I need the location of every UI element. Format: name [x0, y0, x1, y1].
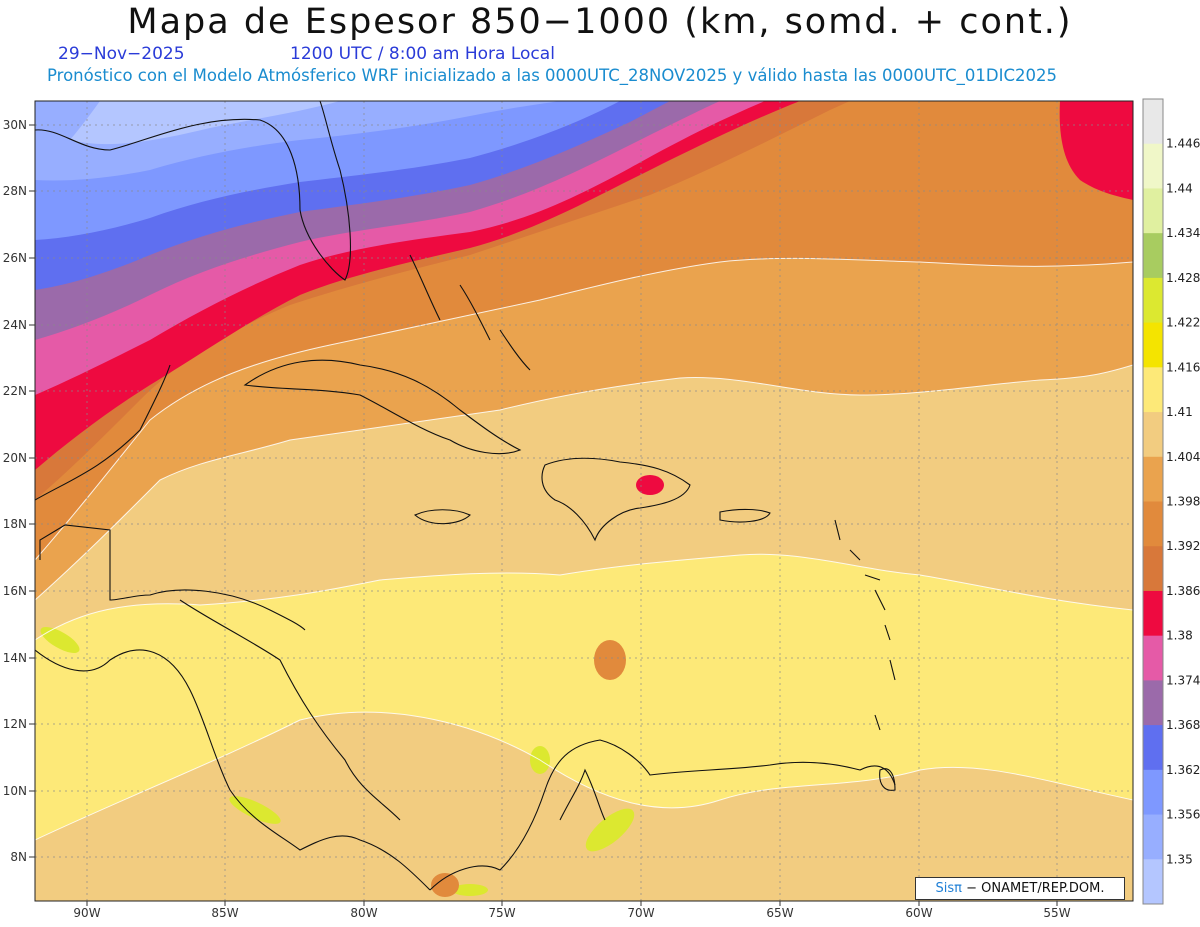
- colorbar-label: 1.422: [1166, 316, 1200, 330]
- mexico-coast: [35, 364, 306, 631]
- colorbar-swatch: [1143, 99, 1163, 145]
- jamaica-coast: [413, 509, 471, 525]
- colorbar-label: 1.44: [1166, 181, 1193, 195]
- lat-tick-label: 18N: [3, 517, 27, 531]
- colorbar-swatch: [1143, 322, 1163, 368]
- map-frame: [34, 100, 1134, 902]
- lon-tick-label: 90W: [73, 906, 100, 920]
- lat-lon-grid: [35, 101, 1133, 901]
- colorbar-swatch: [1143, 546, 1163, 592]
- colorbar-swatch: [1143, 725, 1163, 771]
- colorbar-swatch: [1143, 367, 1163, 413]
- lat-tick-label: 22N: [3, 384, 27, 398]
- field-1422-patch: [452, 884, 488, 896]
- forecast-time: 1200 UTC / 8:00 am Hora Local: [290, 44, 555, 64]
- lon-tick-label: 65W: [766, 906, 793, 920]
- central-america-coast: [35, 599, 431, 891]
- lat-tick-label: 14N: [3, 651, 27, 665]
- colorbar-label: 1.362: [1166, 763, 1200, 777]
- colorbar-swatch: [1143, 412, 1163, 458]
- forecast-description: Pronóstico con el Modelo Atmósferico WRF…: [47, 66, 1057, 85]
- colorbar: 1.446 1.44 1.434 1.428 1.422 1.416 1.41 1.404 1.…: [1142, 98, 1200, 905]
- lat-tick-label: 8N: [10, 850, 27, 864]
- lon-tick-label: 60W: [905, 906, 932, 920]
- contour-lines: [35, 257, 1133, 841]
- colorbar-swatch: [1143, 456, 1163, 502]
- map-title: Mapa de Espesor 850−1000 (km, somd. + co…: [127, 2, 1073, 42]
- colorbar-label: 1.398: [1166, 495, 1200, 509]
- lon-tick-label: 55W: [1043, 906, 1070, 920]
- lat-tick-label: 20N: [3, 451, 27, 465]
- colorbar-swatch: [1143, 769, 1163, 816]
- colorbar-swatch: [1143, 859, 1163, 905]
- field-1422-patch: [585, 808, 635, 852]
- colorbar-swatch: [1143, 635, 1163, 681]
- trinidad-coast: [879, 768, 896, 791]
- south-america-coast: [429, 739, 896, 891]
- colorbar-swatch: [1143, 814, 1163, 860]
- credit-box: Sisπ − ONAMET/REP.DOM.: [915, 877, 1125, 900]
- colorbar-label: 1.38: [1166, 629, 1193, 643]
- colorbar-swatch: [1143, 277, 1163, 324]
- lat-tick-label: 16N: [3, 584, 27, 598]
- colorbar-label: 1.35: [1166, 852, 1193, 866]
- field-1404-south: [35, 712, 1133, 901]
- puerto-rico-coast: [719, 508, 771, 523]
- field-1422-patch: [229, 796, 281, 824]
- colorbar-label: 1.356: [1166, 808, 1200, 822]
- colorbar-label: 1.428: [1166, 271, 1200, 285]
- lat-tick-label: 30N: [3, 118, 27, 132]
- lat-tick-label: 10N: [3, 784, 27, 798]
- colorbar-label: 1.446: [1166, 137, 1200, 151]
- field-1380-patch: [636, 475, 664, 495]
- lon-tick-label: 70W: [627, 906, 654, 920]
- colorbar-label: 1.41: [1166, 405, 1193, 419]
- colorbar-label: 1.392: [1166, 539, 1200, 553]
- forecast-date: 29−Nov−2025: [58, 44, 185, 64]
- coastlines: [35, 101, 896, 891]
- lon-tick-label: 75W: [488, 906, 515, 920]
- cuba-coast: [243, 359, 522, 455]
- lat-tick-label: 28N: [3, 184, 27, 198]
- colorbar-swatch: [1143, 188, 1163, 234]
- colorbar-swatch: [1143, 501, 1163, 547]
- sispi-logo: Sisπ: [935, 881, 962, 896]
- lon-tick-label: 80W: [350, 906, 377, 920]
- colorbar-frame: [1142, 98, 1164, 905]
- lat-tick-label: 12N: [3, 717, 27, 731]
- field-1380-ne: [1059, 101, 1133, 200]
- us-gulf-florida-coast: [35, 101, 351, 281]
- colorbar-swatch: [1143, 680, 1163, 726]
- colorbar-swatch: [1143, 233, 1163, 279]
- colorbar-label: 1.404: [1166, 450, 1200, 464]
- bahamas-coast: [409, 254, 531, 371]
- lat-tick-label: 24N: [3, 318, 27, 332]
- lat-tick-label: 26N: [3, 251, 27, 265]
- colorbar-label: 1.434: [1166, 226, 1200, 240]
- credit-org: − ONAMET/REP.DOM.: [966, 881, 1105, 896]
- colorbar-label: 1.374: [1166, 673, 1200, 687]
- hispaniola-coast: [541, 457, 691, 542]
- lat-axis: 30N 28N 26N 24N 22N 20N 18N 16N 14N 12N 10N 8N: [3, 118, 35, 864]
- lon-axis: 90W 85W 80W 75W 70W 65W 60W 55W: [73, 901, 1071, 920]
- map-field: [35, 101, 1133, 901]
- field-1392-patch: [431, 873, 459, 897]
- colorbar-swatch: [1143, 143, 1163, 189]
- lesser-antilles-coast: [834, 519, 896, 731]
- colorbar-label: 1.368: [1166, 718, 1200, 732]
- colorbar-swatch: [1143, 590, 1163, 637]
- lon-tick-label: 85W: [211, 906, 238, 920]
- colorbar-label: 1.416: [1166, 360, 1200, 374]
- colorbar-label: 1.386: [1166, 584, 1200, 598]
- field-1422-patch: [40, 627, 80, 653]
- field-1392-patch: [594, 640, 626, 680]
